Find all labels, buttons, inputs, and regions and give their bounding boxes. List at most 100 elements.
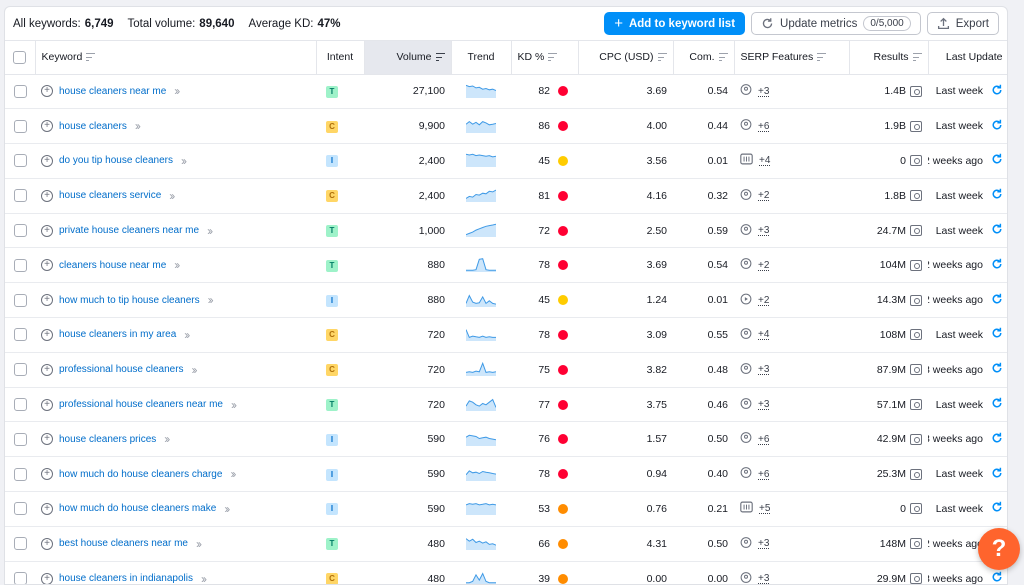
refresh-row-icon[interactable]	[991, 327, 1003, 342]
refresh-row-icon[interactable]	[991, 258, 1003, 273]
serp-features-column-header[interactable]: SERP Features	[734, 41, 850, 75]
serp-features-count[interactable]: +3	[758, 538, 770, 550]
chevrons-right-icon[interactable]: ››	[169, 188, 175, 203]
cpc-column-header[interactable]: CPC (USD)	[578, 41, 674, 75]
row-checkbox[interactable]	[13, 398, 27, 412]
serp-features-count[interactable]: +2	[758, 294, 770, 306]
serp-snapshot-icon[interactable]	[910, 190, 922, 202]
serp-snapshot-icon[interactable]	[910, 225, 922, 237]
add-keyword-icon[interactable]: +	[41, 572, 53, 584]
row-checkbox[interactable]	[13, 467, 27, 481]
serp-snapshot-icon[interactable]	[910, 538, 922, 550]
volume-column-header[interactable]: Volume	[364, 41, 452, 75]
chevrons-right-icon[interactable]: ››	[230, 467, 236, 482]
serp-snapshot-icon[interactable]	[910, 294, 922, 306]
keyword-link[interactable]: how much to tip house cleaners	[59, 294, 200, 306]
serp-features-count[interactable]: +6	[758, 468, 770, 480]
serp-snapshot-icon[interactable]	[910, 573, 922, 584]
keyword-link[interactable]: how much do house cleaners charge	[59, 468, 223, 480]
row-checkbox[interactable]	[13, 119, 27, 133]
row-checkbox[interactable]	[13, 502, 27, 516]
serp-snapshot-icon[interactable]	[910, 155, 922, 167]
serp-snapshot-icon[interactable]	[910, 259, 922, 271]
chevrons-right-icon[interactable]: ››	[134, 119, 141, 134]
serp-features-count[interactable]: +3	[758, 399, 770, 411]
keyword-column-header[interactable]: Keyword	[35, 41, 317, 75]
serp-features-count[interactable]: +2	[758, 190, 770, 202]
refresh-row-icon[interactable]	[991, 293, 1003, 308]
keyword-link[interactable]: cleaners house near me	[59, 259, 167, 271]
com-column-header[interactable]: Com.	[673, 41, 735, 75]
select-all-checkbox[interactable]	[13, 50, 27, 64]
keyword-link[interactable]: best house cleaners near me	[59, 538, 188, 550]
serp-features-count[interactable]: +6	[758, 120, 770, 132]
serp-features-count[interactable]: +3	[758, 364, 770, 376]
add-keyword-icon[interactable]: +	[41, 189, 53, 202]
serp-features-count[interactable]: +4	[758, 329, 770, 341]
chevrons-right-icon[interactable]: ››	[195, 536, 202, 551]
chevrons-right-icon[interactable]: ››	[164, 432, 170, 447]
keyword-link[interactable]: house cleaners in my area	[59, 329, 177, 341]
refresh-row-icon[interactable]	[991, 84, 1003, 99]
add-keyword-icon[interactable]: +	[41, 398, 53, 411]
row-checkbox[interactable]	[13, 537, 27, 551]
refresh-row-icon[interactable]	[991, 571, 1003, 584]
chevrons-right-icon[interactable]: ››	[184, 327, 190, 342]
keyword-link[interactable]: house cleaners service	[59, 190, 162, 202]
refresh-row-icon[interactable]	[991, 397, 1003, 412]
row-checkbox[interactable]	[13, 154, 27, 168]
keyword-link[interactable]: professional house cleaners near me	[59, 399, 223, 411]
results-column-header[interactable]: Results	[849, 41, 929, 75]
keyword-link[interactable]: do you tip house cleaners	[59, 155, 173, 167]
add-keyword-icon[interactable]: +	[41, 363, 53, 376]
chevrons-right-icon[interactable]: ››	[224, 501, 230, 516]
serp-features-count[interactable]: +3	[758, 85, 770, 97]
refresh-row-icon[interactable]	[991, 362, 1003, 377]
chevrons-right-icon[interactable]: ››	[191, 362, 198, 377]
row-checkbox[interactable]	[13, 572, 27, 584]
refresh-row-icon[interactable]	[991, 223, 1003, 238]
serp-snapshot-icon[interactable]	[910, 503, 922, 515]
serp-snapshot-icon[interactable]	[910, 364, 922, 376]
add-keyword-icon[interactable]: +	[41, 154, 53, 167]
row-checkbox[interactable]	[13, 293, 27, 307]
serp-features-count[interactable]: +2	[758, 259, 770, 271]
refresh-row-icon[interactable]	[991, 501, 1003, 516]
serp-snapshot-icon[interactable]	[910, 120, 922, 132]
row-checkbox[interactable]	[13, 189, 27, 203]
chevrons-right-icon[interactable]: ››	[174, 258, 180, 273]
keyword-link[interactable]: house cleaners near me	[59, 85, 167, 97]
keyword-link[interactable]: house cleaners in indianapolis	[59, 573, 193, 585]
intent-column-header[interactable]: Intent	[316, 41, 365, 75]
row-checkbox[interactable]	[13, 432, 27, 446]
add-keyword-icon[interactable]: +	[41, 328, 53, 341]
chevrons-right-icon[interactable]: ››	[207, 293, 214, 308]
refresh-row-icon[interactable]	[991, 432, 1003, 447]
add-keyword-icon[interactable]: +	[41, 537, 53, 550]
chevrons-right-icon[interactable]: ››	[207, 223, 213, 238]
keyword-link[interactable]: how much do house cleaners make	[59, 503, 217, 515]
chevrons-right-icon[interactable]: ››	[180, 153, 187, 168]
serp-features-count[interactable]: +4	[759, 155, 771, 167]
add-keyword-icon[interactable]: +	[41, 294, 53, 307]
add-to-keyword-list-button[interactable]: + Add to keyword list	[604, 12, 746, 35]
serp-features-count[interactable]: +3	[758, 573, 770, 585]
keyword-link[interactable]: house cleaners	[59, 120, 127, 132]
add-keyword-icon[interactable]: +	[41, 85, 53, 98]
row-checkbox[interactable]	[13, 224, 27, 238]
serp-features-count[interactable]: +6	[758, 433, 770, 445]
serp-snapshot-icon[interactable]	[910, 468, 922, 480]
add-keyword-icon[interactable]: +	[41, 502, 53, 515]
refresh-row-icon[interactable]	[991, 153, 1003, 168]
add-keyword-icon[interactable]: +	[41, 224, 53, 237]
serp-snapshot-icon[interactable]	[910, 433, 922, 445]
chevrons-right-icon[interactable]: ››	[230, 397, 237, 412]
row-checkbox[interactable]	[13, 84, 27, 98]
export-button[interactable]: Export	[926, 12, 999, 35]
refresh-row-icon[interactable]	[991, 119, 1003, 134]
serp-snapshot-icon[interactable]	[910, 399, 922, 411]
serp-features-count[interactable]: +3	[758, 225, 770, 237]
row-checkbox[interactable]	[13, 258, 27, 272]
serp-snapshot-icon[interactable]	[910, 329, 922, 341]
row-checkbox[interactable]	[13, 328, 27, 342]
